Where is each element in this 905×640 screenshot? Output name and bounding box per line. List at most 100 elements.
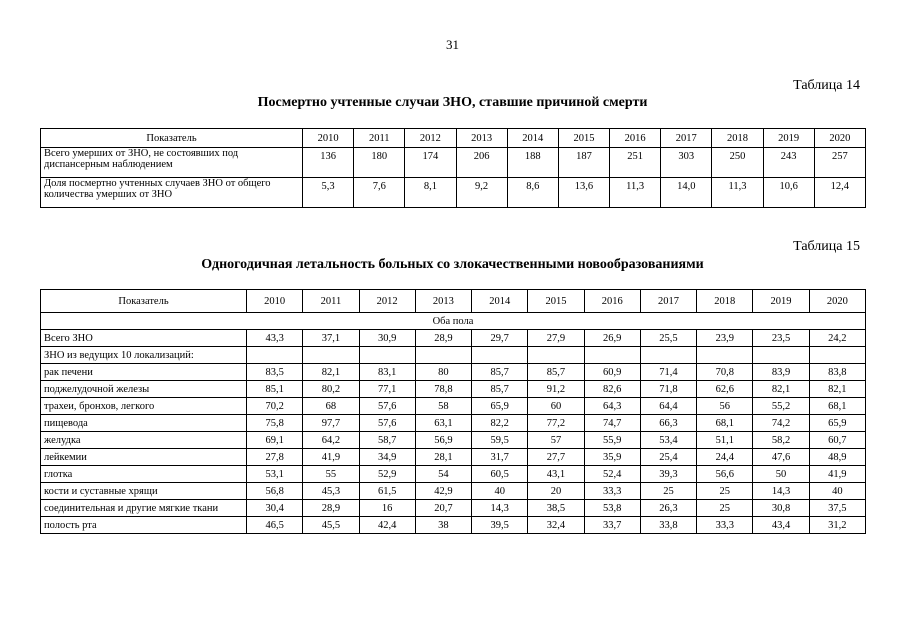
cell-value: 20 (527, 482, 585, 500)
cell-value: 74,7 (583, 414, 641, 432)
row-label: глотка (40, 465, 247, 483)
cell-value: 14,3 (752, 482, 810, 500)
cell-value: 83,8 (808, 363, 867, 381)
cell-value: 83,5 (245, 363, 304, 381)
cell-value: 43,3 (245, 329, 304, 347)
cell-value: 26,9 (583, 329, 641, 347)
column-header-year: 2013 (455, 128, 508, 148)
cell-value: 34,9 (358, 448, 416, 466)
cell-value: 42,4 (358, 516, 416, 534)
table-15-title: Одногодичная летальность больных со злок… (201, 257, 704, 272)
cell-value (245, 346, 304, 364)
column-header-year: 2015 (557, 128, 611, 148)
header-row: Показатель 2010 2011 2012 2013 2014 2015 2016 20… (40, 128, 867, 148)
cell-value: 37,5 (808, 499, 867, 517)
row-label: трахеи, бронхов, легкого (40, 397, 247, 415)
cell-value: 136 (301, 147, 355, 178)
cell-value: 188 (506, 147, 559, 178)
cell-value: 77,1 (358, 380, 416, 398)
cell-value: 82,1 (808, 380, 867, 398)
column-header-year: 2012 (404, 128, 457, 148)
column-header-year: 2020 (813, 128, 867, 148)
cell-value (808, 346, 867, 364)
cell-value: 25 (639, 482, 698, 500)
row-label: Всего ЗНО (40, 329, 247, 347)
cell-value: 45,5 (302, 516, 360, 534)
table-14: Показатель 2010 2011 2012 2013 2014 2015 2016 20… (40, 128, 867, 208)
column-header-year: 2010 (245, 289, 304, 313)
cell-value: 11,3 (711, 177, 764, 208)
table-row: рак печени 83,5 82,1 83,1 80 85,7 85,7 60,9 71,4… (40, 363, 867, 381)
cell-value: 46,5 (245, 516, 304, 534)
cell-value: 58,2 (752, 431, 810, 449)
cell-value: 60,5 (471, 465, 529, 483)
cell-value: 55 (302, 465, 360, 483)
cell-value: 24,4 (696, 448, 754, 466)
table-row: кости и суставные хрящи 56,8 45,3 61,5 42,9 4… (40, 482, 867, 500)
cell-value: 8,6 (506, 177, 559, 208)
cell-value: 187 (557, 147, 611, 178)
cell-value: 32,4 (527, 516, 585, 534)
cell-value: 83,1 (358, 363, 416, 381)
cell-value: 33,3 (583, 482, 641, 500)
cell-value: 12,4 (813, 177, 867, 208)
cell-value: 43,4 (752, 516, 810, 534)
row-label: поджелудочной железы (40, 380, 247, 398)
column-header-year: 2011 (302, 289, 360, 313)
cell-value: 85,1 (245, 380, 304, 398)
row-label: рак печени (40, 363, 247, 381)
cell-value: 85,7 (471, 380, 529, 398)
cell-value: 29,7 (471, 329, 529, 347)
cell-value: 13,6 (557, 177, 611, 208)
cell-value: 16 (358, 499, 416, 517)
cell-value: 52,9 (358, 465, 416, 483)
cell-value: 71,4 (639, 363, 698, 381)
row-label: кости и суставные хрящи (40, 482, 247, 500)
cell-value: 64,4 (639, 397, 698, 415)
cell-value: 57,6 (358, 397, 416, 415)
column-header-year: 2014 (506, 128, 559, 148)
cell-value: 71,8 (639, 380, 698, 398)
cell-value: 60,7 (808, 431, 867, 449)
cell-value: 82,1 (752, 380, 810, 398)
cell-value: 64,2 (302, 431, 360, 449)
cell-value: 80 (414, 363, 473, 381)
cell-value: 41,9 (302, 448, 360, 466)
cell-value: 68,1 (696, 414, 754, 432)
row-label: желудка (40, 431, 247, 449)
table-15: Показатель 2010 2011 2012 2013 2014 2015 2016 20… (40, 289, 867, 534)
cell-value: 80,2 (302, 380, 360, 398)
cell-value: 7,6 (353, 177, 406, 208)
cell-value: 54 (414, 465, 473, 483)
cell-value: 45,3 (302, 482, 360, 500)
cell-value (527, 346, 585, 364)
cell-value: 48,9 (808, 448, 867, 466)
cell-value: 63,1 (414, 414, 473, 432)
cell-value: 38 (414, 516, 473, 534)
cell-value (696, 346, 754, 364)
cell-value: 55,9 (583, 431, 641, 449)
cell-value: 68 (302, 397, 360, 415)
cell-value: 26,3 (639, 499, 698, 517)
cell-value: 77,2 (527, 414, 585, 432)
cell-value: 5,3 (301, 177, 355, 208)
cell-value: 91,2 (527, 380, 585, 398)
cell-value: 82,1 (302, 363, 360, 381)
row-label: соединительная и другие мягкие ткани (40, 499, 247, 517)
column-header-year: 2017 (660, 128, 713, 148)
table-row: Всего ЗНО 43,3 37,1 30,9 28,9 29,7 27,9 26,9 25,… (40, 329, 867, 347)
table-row: ЗНО из ведущих 10 локализаций: (40, 346, 867, 364)
cell-value: 30,8 (752, 499, 810, 517)
cell-value: 53,4 (639, 431, 698, 449)
cell-value: 30,4 (245, 499, 304, 517)
cell-value: 50 (752, 465, 810, 483)
cell-value: 33,3 (696, 516, 754, 534)
column-header-year: 2017 (639, 289, 698, 313)
cell-value: 27,7 (527, 448, 585, 466)
column-header-year: 2016 (609, 128, 662, 148)
table-row: трахеи, бронхов, легкого 70,2 68 57,6 58 65,9… (40, 397, 867, 415)
cell-value: 39,5 (471, 516, 529, 534)
cell-value (358, 346, 416, 364)
cell-value: 38,5 (527, 499, 585, 517)
